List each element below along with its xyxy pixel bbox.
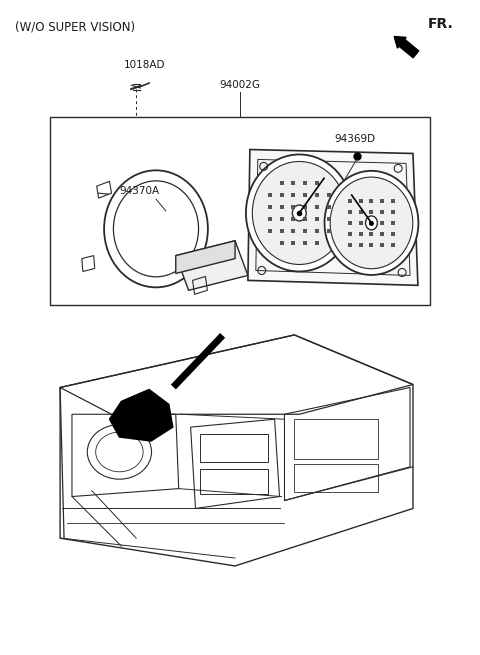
Ellipse shape — [330, 177, 413, 269]
FancyArrow shape — [394, 37, 419, 58]
Text: 94369D: 94369D — [334, 134, 375, 143]
Text: FR.: FR. — [428, 16, 454, 31]
Ellipse shape — [324, 171, 419, 275]
Bar — [294, 419, 378, 459]
Polygon shape — [176, 241, 235, 273]
Text: (W/O SUPER VISION): (W/O SUPER VISION) — [14, 20, 135, 33]
Bar — [201, 434, 268, 462]
Bar — [294, 464, 378, 492]
Ellipse shape — [366, 216, 377, 230]
Bar — [50, 117, 430, 305]
Ellipse shape — [252, 162, 346, 265]
Polygon shape — [248, 149, 418, 286]
Polygon shape — [109, 390, 173, 441]
Polygon shape — [176, 241, 248, 290]
Text: 1018AD: 1018AD — [123, 60, 165, 70]
Bar — [201, 469, 268, 494]
Ellipse shape — [246, 155, 353, 271]
Text: 94370A: 94370A — [120, 186, 159, 196]
Text: 94002G: 94002G — [219, 80, 261, 90]
Ellipse shape — [292, 205, 306, 221]
